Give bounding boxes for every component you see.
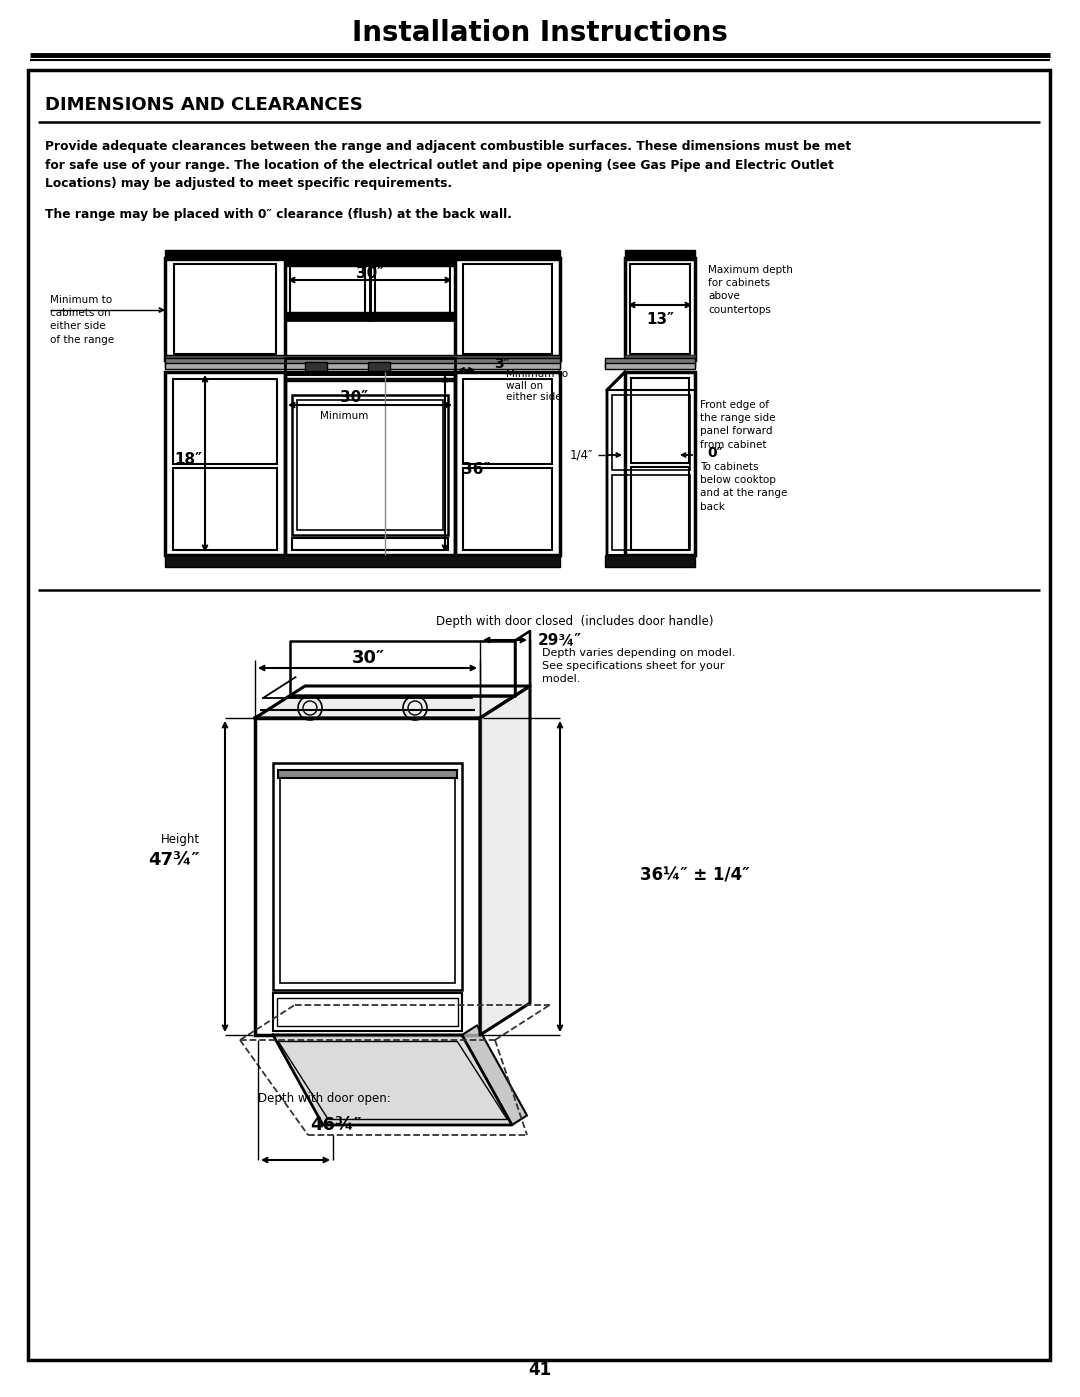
Bar: [630, 264, 690, 353]
Text: 30″: 30″: [356, 265, 384, 281]
Text: The range may be placed with 0″ clearance (flush) at the back wall.: The range may be placed with 0″ clearanc…: [45, 208, 512, 221]
Text: 29¾″: 29¾″: [538, 633, 582, 647]
Text: 41: 41: [528, 1361, 552, 1379]
Text: 36¼″ ± 1/4″: 36¼″ ± 1/4″: [640, 866, 750, 884]
Bar: [463, 379, 552, 464]
Text: 30″: 30″: [351, 650, 384, 666]
Text: DIMENSIONS AND CLEARANCES: DIMENSIONS AND CLEARANCES: [45, 96, 363, 115]
Bar: [285, 258, 370, 320]
Text: 46¾″: 46¾″: [310, 1116, 362, 1134]
Bar: [285, 312, 455, 319]
Bar: [463, 468, 552, 550]
Bar: [625, 250, 696, 260]
Text: 3″: 3″: [494, 358, 510, 372]
Bar: [165, 358, 561, 367]
Bar: [292, 538, 448, 550]
Bar: [165, 258, 285, 360]
Polygon shape: [462, 1025, 527, 1125]
Bar: [368, 362, 390, 372]
Bar: [291, 265, 365, 313]
Text: 36″: 36″: [462, 462, 490, 478]
Bar: [297, 400, 443, 529]
Text: Installation Instructions: Installation Instructions: [352, 20, 728, 47]
Text: Height: Height: [161, 834, 200, 847]
Text: 47¾″: 47¾″: [149, 851, 200, 869]
Bar: [280, 770, 455, 983]
Bar: [165, 363, 561, 369]
Bar: [612, 395, 690, 469]
Text: Depth with door open:: Depth with door open:: [258, 1092, 391, 1105]
Bar: [285, 358, 455, 380]
Bar: [455, 372, 561, 555]
Bar: [276, 997, 458, 1025]
Bar: [605, 555, 696, 567]
Bar: [375, 265, 450, 313]
Bar: [285, 258, 455, 265]
Bar: [165, 372, 285, 555]
Bar: [463, 264, 552, 353]
Bar: [625, 258, 696, 360]
Bar: [273, 763, 462, 990]
Text: To cabinets
below cooktop
and at the range
back: To cabinets below cooktop and at the ran…: [700, 462, 787, 511]
Text: 1/4″: 1/4″: [569, 448, 593, 461]
Bar: [625, 355, 696, 363]
Text: Depth with door closed  (includes door handle): Depth with door closed (includes door ha…: [436, 616, 714, 629]
Polygon shape: [255, 696, 515, 718]
Text: 18″: 18″: [174, 453, 202, 468]
Bar: [612, 475, 690, 550]
Bar: [255, 718, 480, 1035]
Bar: [173, 379, 276, 464]
Text: Maximum depth
for cabinets
above
countertops: Maximum depth for cabinets above counter…: [708, 265, 793, 314]
Bar: [625, 372, 696, 555]
Bar: [607, 390, 696, 555]
Bar: [605, 363, 696, 369]
Bar: [165, 555, 561, 567]
Text: Front edge of
the range side
panel forward
from cabinet: Front edge of the range side panel forwa…: [700, 400, 775, 450]
Text: Provide adequate clearances between the range and adjacent combustible surfaces.: Provide adequate clearances between the …: [45, 140, 851, 190]
Text: Minimum to
wall on
either side: Minimum to wall on either side: [507, 369, 568, 402]
Bar: [605, 358, 696, 367]
Bar: [455, 258, 561, 360]
Bar: [173, 468, 276, 550]
Bar: [631, 467, 689, 550]
Bar: [292, 395, 448, 535]
Bar: [174, 264, 276, 353]
Bar: [278, 770, 457, 778]
Bar: [631, 379, 689, 462]
Text: 13″: 13″: [646, 313, 674, 327]
Bar: [370, 258, 455, 320]
Bar: [285, 372, 455, 555]
Text: 0″: 0″: [707, 446, 723, 460]
Bar: [273, 993, 462, 1031]
Bar: [165, 355, 561, 363]
Polygon shape: [480, 686, 530, 1035]
Text: Minimum: Minimum: [320, 411, 368, 420]
Bar: [305, 362, 327, 372]
Bar: [165, 250, 561, 260]
Text: 30″: 30″: [340, 391, 368, 405]
Text: Depth varies depending on model.
See specifications sheet for your
model.: Depth varies depending on model. See spe…: [542, 648, 735, 685]
Polygon shape: [273, 1035, 512, 1125]
Text: Minimum to
cabinets on
either side
of the range: Minimum to cabinets on either side of th…: [50, 295, 114, 345]
